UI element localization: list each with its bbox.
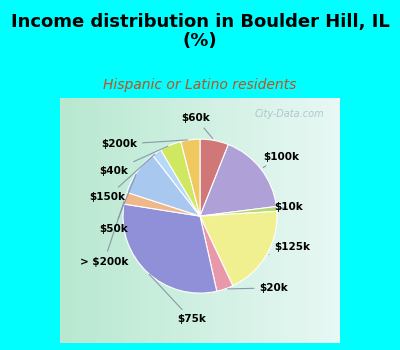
Wedge shape [200,145,276,216]
Text: > $200k: > $200k [80,201,128,267]
Text: Hispanic or Latino residents: Hispanic or Latino residents [103,78,297,92]
Wedge shape [127,155,200,216]
Text: $75k: $75k [149,274,206,324]
Text: $10k: $10k [274,202,303,212]
Text: $150k: $150k [90,154,155,202]
Text: Income distribution in Boulder Hill, IL
(%): Income distribution in Boulder Hill, IL … [11,13,389,50]
Wedge shape [153,150,200,216]
Wedge shape [200,216,233,291]
Wedge shape [161,141,200,216]
Text: $20k: $20k [228,283,288,293]
Text: $50k: $50k [100,174,136,234]
Wedge shape [200,211,277,286]
Wedge shape [123,204,217,293]
Wedge shape [124,193,200,216]
Text: City-Data.com: City-Data.com [254,109,324,119]
Wedge shape [200,139,228,216]
Text: $40k: $40k [99,146,168,176]
Text: $60k: $60k [181,113,213,138]
Wedge shape [200,206,277,216]
Text: $125k: $125k [269,242,310,254]
Text: $200k: $200k [101,139,188,149]
Wedge shape [181,139,200,216]
Text: $100k: $100k [263,152,299,168]
